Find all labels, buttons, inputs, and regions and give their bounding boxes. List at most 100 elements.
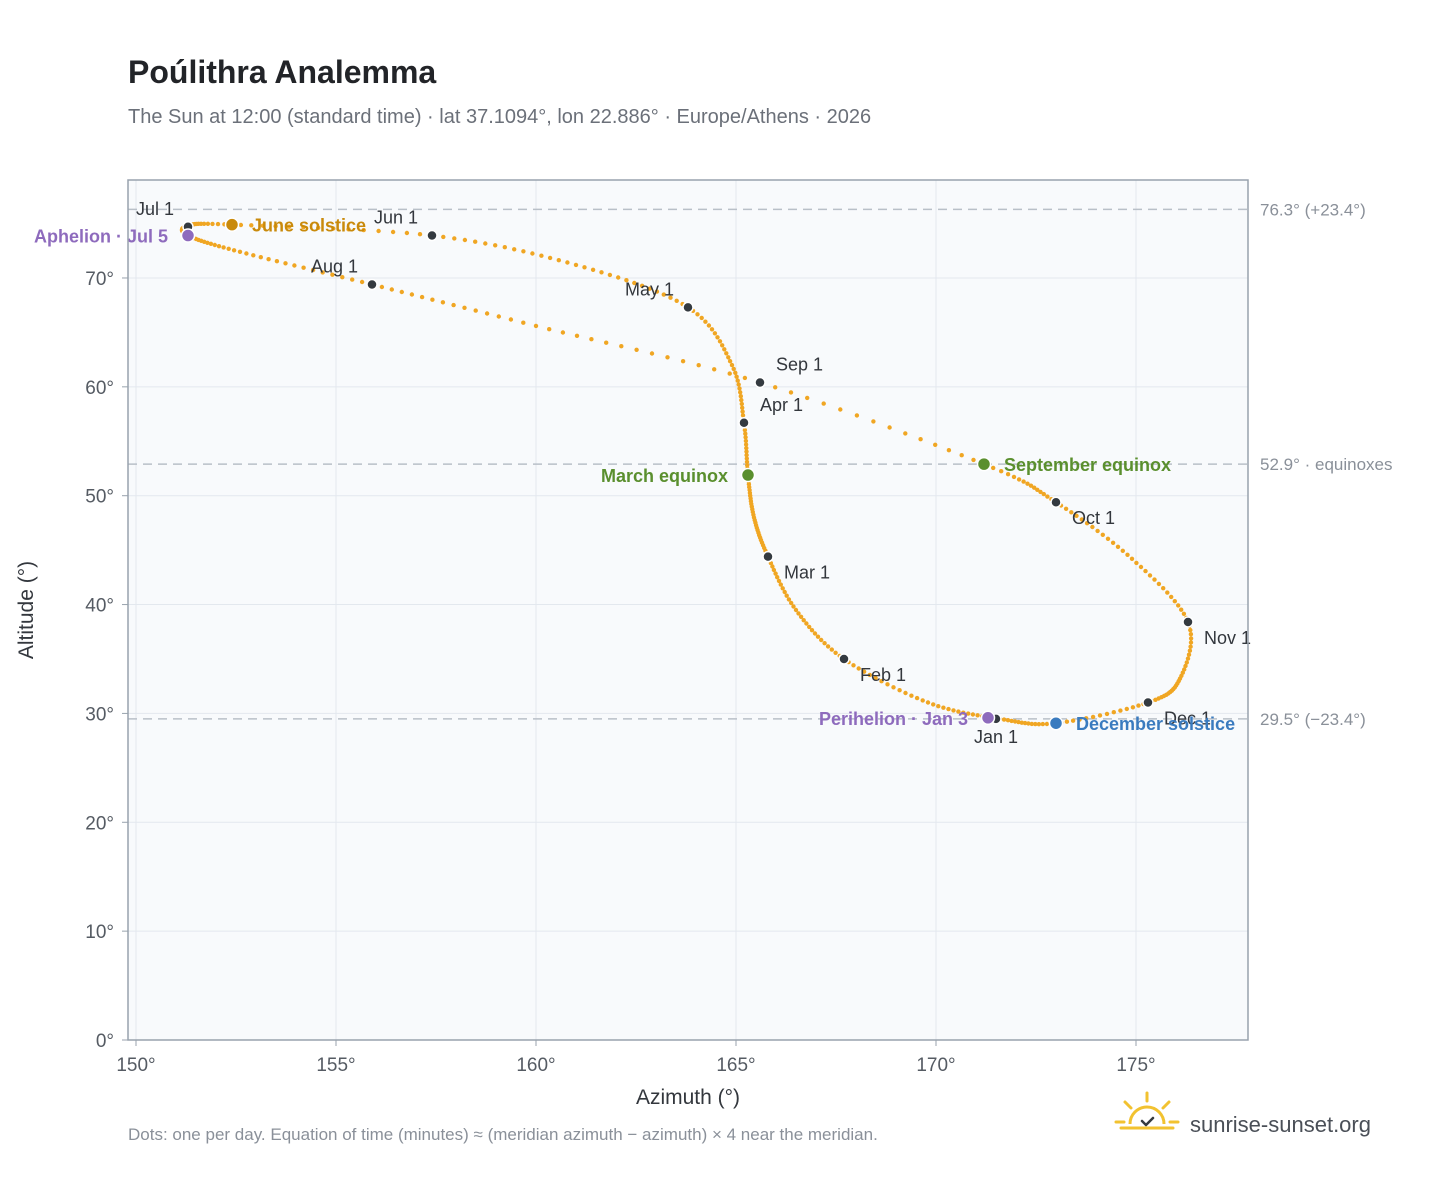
daily-dot xyxy=(582,265,587,270)
daily-dot xyxy=(791,604,796,609)
daily-dot xyxy=(735,378,740,383)
daily-dot xyxy=(649,351,655,356)
daily-dot xyxy=(607,272,613,278)
daily-dot xyxy=(473,308,478,313)
daily-dot xyxy=(1184,660,1190,665)
daily-dot xyxy=(720,343,725,348)
daily-dot xyxy=(739,397,744,403)
daily-dot xyxy=(1188,640,1194,645)
daily-dot xyxy=(743,435,748,440)
daily-dot xyxy=(205,221,211,226)
daily-dot xyxy=(709,327,715,332)
daily-dot xyxy=(654,289,660,294)
daily-dot xyxy=(1153,697,1158,702)
daily-dot xyxy=(786,597,792,602)
x-tick-label: 150° xyxy=(116,1055,155,1076)
daily-dot xyxy=(933,442,938,447)
daily-dot xyxy=(825,644,831,649)
daily-dot xyxy=(780,586,785,591)
daily-dot xyxy=(340,275,345,280)
daily-dot xyxy=(1084,716,1089,721)
daily-dot xyxy=(473,239,478,244)
daily-dot xyxy=(376,228,381,234)
daily-dot xyxy=(903,431,908,436)
daily-dot xyxy=(556,258,561,263)
daily-dot xyxy=(547,327,552,332)
daily-dot xyxy=(399,289,404,295)
daily-dot xyxy=(1084,521,1090,526)
event-marker xyxy=(740,467,756,483)
daily-dot xyxy=(530,251,535,256)
daily-dot xyxy=(788,390,794,395)
daily-dot xyxy=(547,255,553,261)
daily-dot xyxy=(925,700,931,705)
daily-dot xyxy=(619,344,624,349)
daily-dot xyxy=(1016,719,1021,725)
daily-dot xyxy=(589,337,594,342)
daily-dot xyxy=(796,611,801,616)
daily-dot xyxy=(647,286,652,291)
daily-dot xyxy=(807,624,812,630)
daily-dot xyxy=(871,419,876,424)
month-marker xyxy=(1182,616,1194,628)
daily-dot xyxy=(744,452,749,458)
daily-dot xyxy=(1138,564,1144,570)
daily-dot xyxy=(1187,648,1193,653)
daily-dot xyxy=(1079,517,1085,522)
month-marker xyxy=(1142,696,1154,709)
daily-dot xyxy=(226,246,231,251)
daily-dot xyxy=(1036,722,1042,727)
daily-dot xyxy=(1040,721,1046,727)
daily-dot xyxy=(733,370,738,375)
daily-dot xyxy=(734,374,739,379)
daily-dot xyxy=(951,708,956,713)
daily-dot xyxy=(743,442,749,447)
daily-dot xyxy=(521,249,526,254)
daily-dot xyxy=(462,237,468,243)
daily-dot xyxy=(1147,573,1153,578)
daily-dot xyxy=(310,267,316,273)
daily-dot xyxy=(782,589,787,595)
month-marker-label: Aug 1 xyxy=(311,257,358,277)
event-markers: June solstice Aphelion · Jul 5 March equin… xyxy=(34,216,1235,735)
daily-dot xyxy=(867,672,872,678)
month-marker xyxy=(426,229,438,242)
daily-dot xyxy=(1074,513,1079,518)
daily-dot xyxy=(909,693,914,698)
daily-dot xyxy=(1185,656,1191,661)
daily-dot xyxy=(292,263,297,268)
daily-dot xyxy=(789,600,794,606)
daily-dot xyxy=(1009,718,1014,724)
daily-dot xyxy=(1012,719,1018,724)
daily-dot xyxy=(739,401,744,407)
daily-dot xyxy=(745,463,750,468)
daily-dot xyxy=(1064,719,1070,724)
daily-dot xyxy=(744,445,749,451)
event-marker-label: September equinox xyxy=(1004,455,1171,475)
daily-dot xyxy=(533,323,539,329)
event-marker-label: March equinox xyxy=(601,466,728,486)
daily-dot xyxy=(873,675,878,681)
daily-dot xyxy=(742,427,748,433)
daily-dot xyxy=(1188,644,1193,649)
daily-dot xyxy=(838,407,843,412)
event-marker xyxy=(224,217,240,232)
daily-dot xyxy=(959,453,964,458)
daily-dot xyxy=(496,314,501,319)
daily-dot xyxy=(361,227,366,233)
daily-dot xyxy=(971,457,976,463)
daily-dot xyxy=(1032,485,1037,490)
daily-dot xyxy=(773,385,778,390)
daily-dot xyxy=(897,688,902,693)
daily-dot xyxy=(695,312,700,317)
daily-dot xyxy=(1105,536,1111,541)
daily-dot xyxy=(430,297,435,302)
daily-dot xyxy=(451,302,456,308)
daily-dot xyxy=(712,331,718,336)
daily-dot xyxy=(737,386,742,391)
daily-dot xyxy=(1104,711,1110,717)
daily-dot xyxy=(216,244,222,249)
daily-dot xyxy=(946,448,952,453)
daily-dot xyxy=(743,438,749,444)
daily-dot xyxy=(573,262,579,268)
